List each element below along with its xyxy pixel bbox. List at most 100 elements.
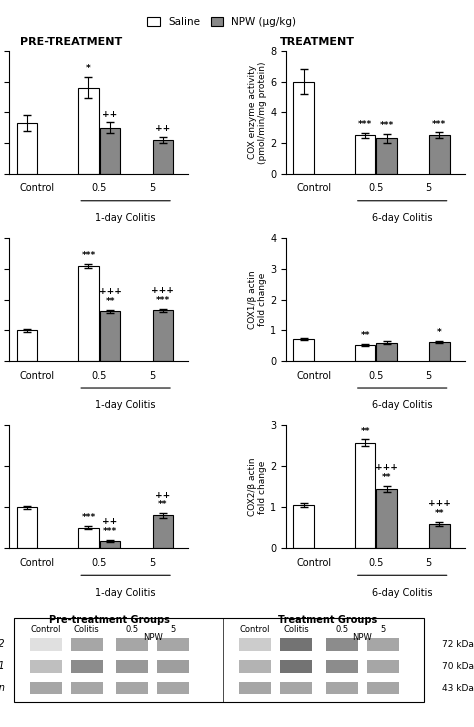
Text: ***: ***: [432, 120, 447, 129]
Bar: [30, 659, 62, 672]
Text: 0.5: 0.5: [335, 624, 348, 634]
Text: Control: Control: [31, 624, 61, 634]
Bar: [293, 505, 314, 548]
Text: Colitis: Colitis: [283, 624, 309, 634]
Text: ++: ++: [155, 124, 170, 133]
Text: 1-day Colitis: 1-day Colitis: [95, 401, 156, 410]
Text: *: *: [437, 329, 442, 337]
Text: 6-day Colitis: 6-day Colitis: [372, 401, 432, 410]
Bar: [153, 140, 173, 174]
Text: **: **: [360, 331, 370, 340]
Text: 5: 5: [380, 624, 385, 634]
Text: +++: +++: [375, 463, 398, 472]
Text: ***: ***: [155, 296, 170, 305]
Text: ++: ++: [102, 517, 118, 526]
Bar: [14, 618, 424, 702]
Text: ++: ++: [155, 491, 170, 499]
Bar: [280, 681, 312, 694]
Text: ***: ***: [82, 513, 96, 523]
Bar: [78, 266, 99, 361]
Text: 5: 5: [171, 624, 176, 634]
Bar: [17, 507, 37, 548]
Text: 1-day Colitis: 1-day Colitis: [95, 213, 156, 223]
Bar: [30, 681, 62, 694]
Text: Colitis: Colitis: [74, 624, 100, 634]
Bar: [239, 638, 271, 651]
Text: 43 kDa: 43 kDa: [442, 683, 474, 693]
Text: PRE-TREATMENT: PRE-TREATMENT: [20, 37, 122, 47]
Bar: [326, 638, 357, 651]
Text: 0.5: 0.5: [126, 624, 139, 634]
Text: +++: +++: [151, 286, 174, 295]
Text: +++: +++: [428, 499, 451, 508]
Bar: [153, 515, 173, 548]
Text: ***: ***: [82, 251, 96, 260]
Y-axis label: COX2/β actin
fold change: COX2/β actin fold change: [248, 457, 267, 516]
Text: **: **: [158, 500, 167, 510]
Bar: [117, 659, 148, 672]
Legend: Saline, NPW (μg/kg): Saline, NPW (μg/kg): [147, 17, 297, 27]
Text: Pre-treatment Groups: Pre-treatment Groups: [49, 614, 170, 624]
Text: NPW: NPW: [143, 632, 163, 642]
Y-axis label: COX enzyme activity
(pmol/min/mg protein): COX enzyme activity (pmol/min/mg protein…: [248, 61, 267, 164]
Text: ***: ***: [103, 527, 117, 536]
Bar: [157, 659, 189, 672]
Bar: [376, 342, 397, 361]
Bar: [280, 659, 312, 672]
Bar: [100, 128, 120, 174]
Text: 6-day Colitis: 6-day Colitis: [372, 213, 432, 223]
Y-axis label: COX1/β actin
fold change: COX1/β actin fold change: [248, 270, 267, 329]
Bar: [376, 138, 397, 174]
Text: Control: Control: [240, 624, 271, 634]
Text: 70 kDa: 70 kDa: [442, 662, 474, 670]
Text: +++: +++: [99, 287, 121, 296]
Bar: [157, 638, 189, 651]
Bar: [280, 638, 312, 651]
Bar: [17, 330, 37, 361]
Text: 72 kDa: 72 kDa: [442, 640, 474, 648]
Bar: [78, 528, 99, 548]
Bar: [367, 638, 399, 651]
Text: **: **: [382, 473, 392, 482]
Bar: [355, 345, 375, 361]
Bar: [100, 541, 120, 548]
Bar: [376, 489, 397, 548]
Bar: [71, 681, 103, 694]
Bar: [355, 443, 375, 548]
Text: **: **: [105, 297, 115, 306]
Text: ***: ***: [358, 121, 372, 129]
Bar: [355, 135, 375, 174]
Bar: [117, 681, 148, 694]
Bar: [239, 659, 271, 672]
Text: Treatment Groups: Treatment Groups: [278, 614, 378, 624]
Text: *: *: [86, 64, 91, 73]
Bar: [30, 638, 62, 651]
Text: COX-2: COX-2: [0, 639, 5, 649]
Text: 6-day Colitis: 6-day Colitis: [372, 587, 432, 598]
Bar: [78, 88, 99, 174]
Bar: [367, 681, 399, 694]
Bar: [429, 342, 450, 361]
Text: NPW: NPW: [352, 632, 372, 642]
Bar: [239, 681, 271, 694]
Bar: [293, 339, 314, 361]
Bar: [429, 135, 450, 174]
Bar: [17, 123, 37, 174]
Text: **: **: [360, 427, 370, 435]
Text: TREATMENT: TREATMENT: [280, 37, 355, 47]
Bar: [117, 638, 148, 651]
Text: 1-day Colitis: 1-day Colitis: [95, 587, 156, 598]
Text: β-actin: β-actin: [0, 683, 5, 693]
Bar: [293, 81, 314, 174]
Bar: [429, 523, 450, 548]
Bar: [367, 659, 399, 672]
Bar: [157, 681, 189, 694]
Bar: [71, 638, 103, 651]
Text: **: **: [435, 509, 444, 518]
Text: ++: ++: [102, 110, 118, 119]
Bar: [100, 311, 120, 361]
Bar: [153, 310, 173, 361]
Text: COX-1: COX-1: [0, 661, 5, 671]
Bar: [326, 659, 357, 672]
Bar: [326, 681, 357, 694]
